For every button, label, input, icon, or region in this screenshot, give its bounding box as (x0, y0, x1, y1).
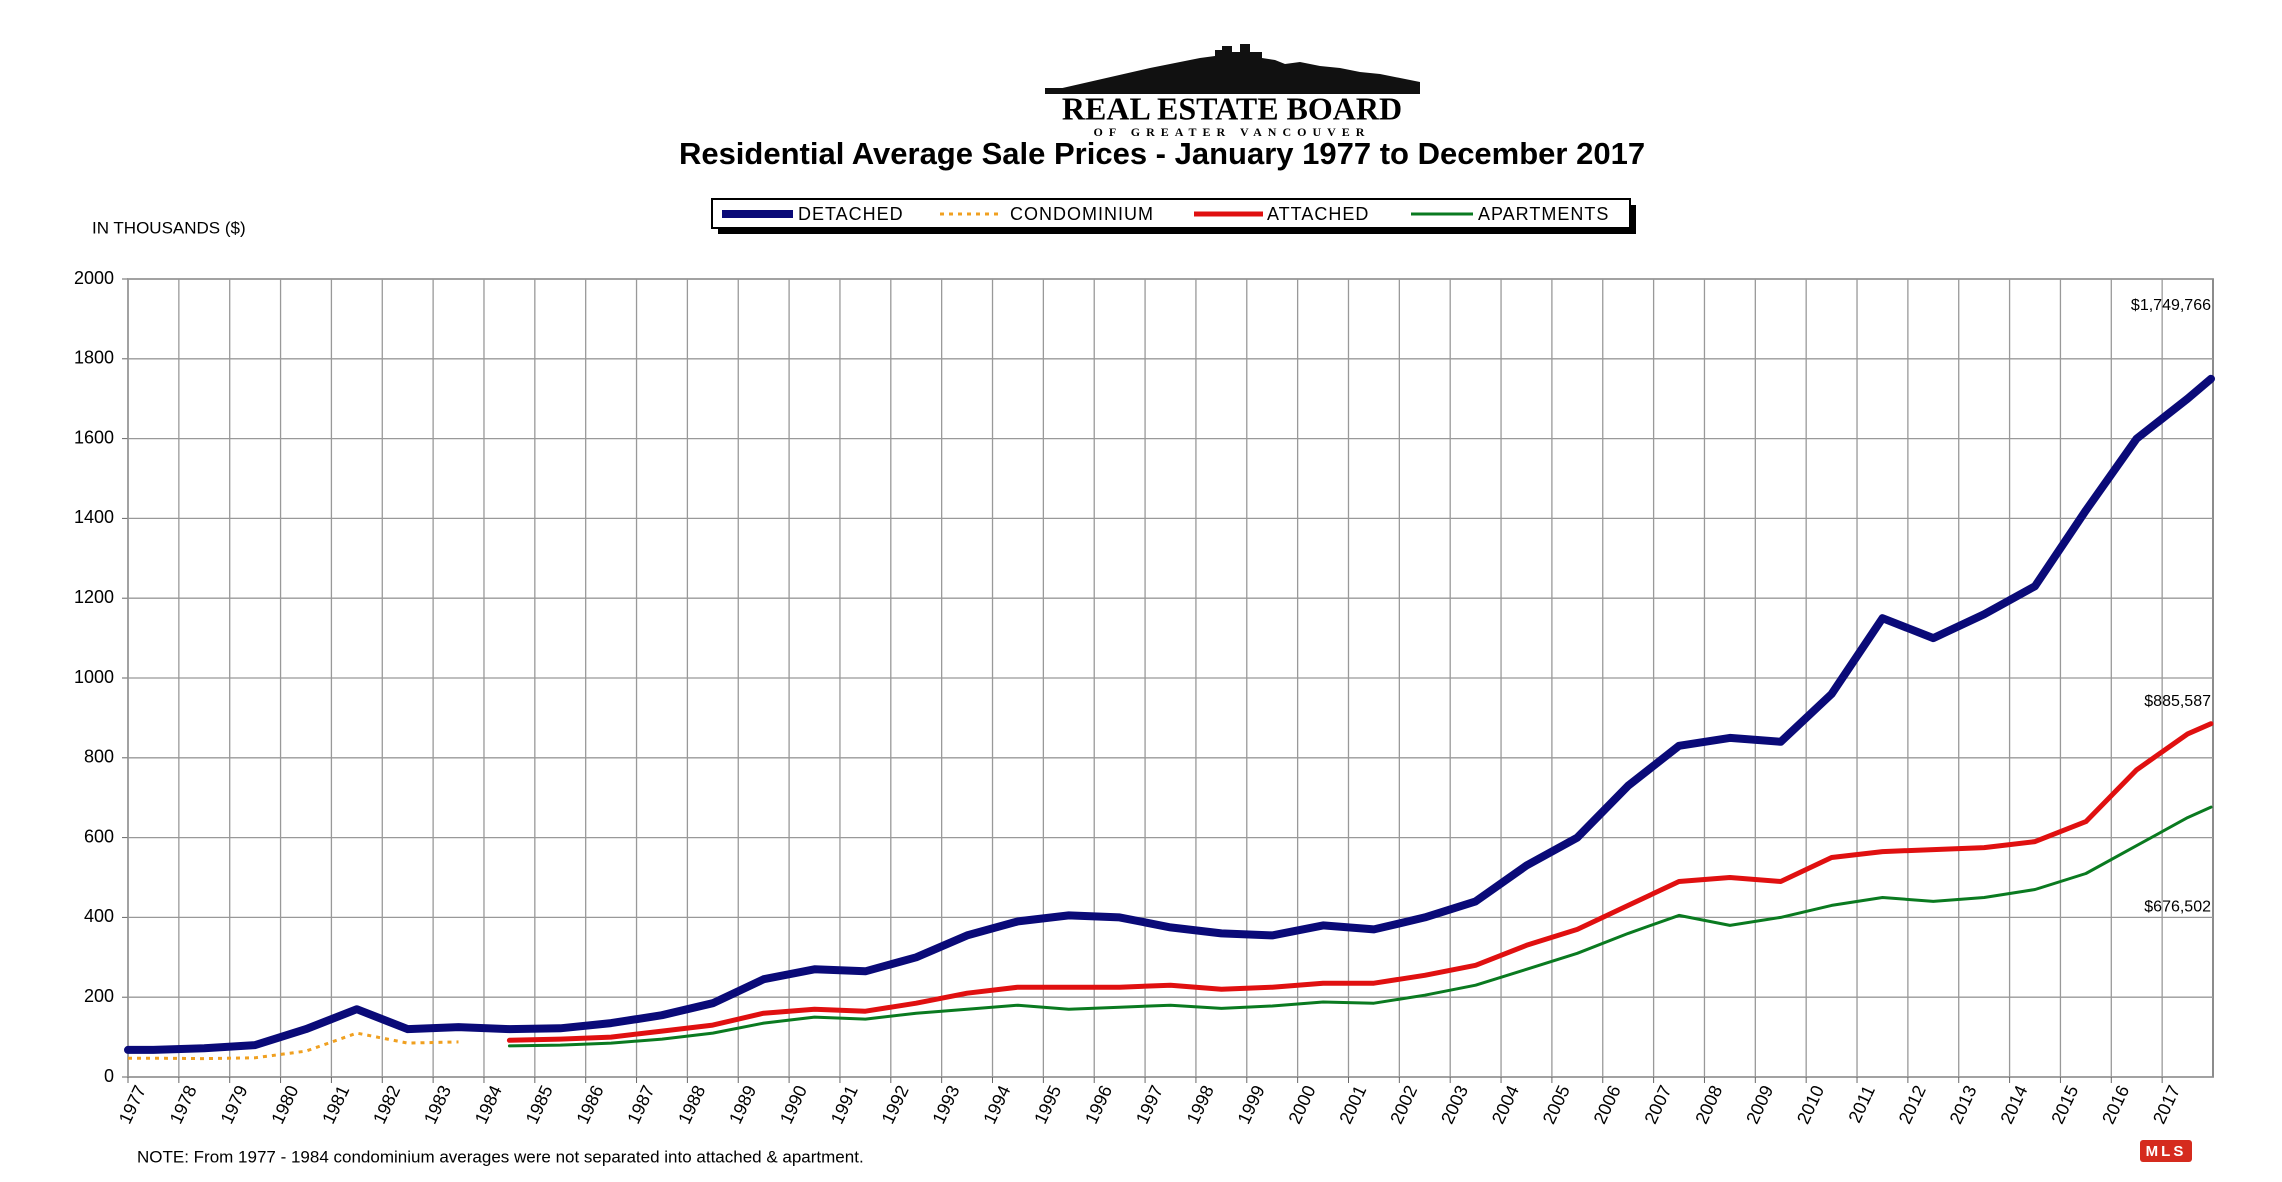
x-tick-label: 2014 (1996, 1082, 2031, 1127)
x-tick-label: 2013 (1946, 1082, 1981, 1127)
x-tick-label: 1984 (471, 1082, 506, 1127)
y-tick-label: 1000 (74, 667, 114, 687)
chart-title: Residential Average Sale Prices - Januar… (679, 136, 1645, 171)
x-tick-label: 1997 (1132, 1082, 1167, 1127)
legend-label: CONDOMINIUM (1010, 204, 1154, 224)
y-tick-label: 1600 (74, 427, 114, 447)
x-tick-label: 2011 (1844, 1082, 1878, 1126)
y-tick-label: 200 (84, 986, 114, 1006)
value-label: $885,587 (2144, 693, 2211, 710)
x-tick-label: 2016 (2098, 1082, 2133, 1127)
x-tick-label: 2006 (1590, 1082, 1625, 1127)
x-tick-label: 1982 (369, 1082, 404, 1127)
y-tick-label: 1400 (74, 507, 114, 527)
x-tick-label: 2017 (2149, 1082, 2184, 1127)
y-tick-label: 0 (104, 1066, 114, 1086)
x-tick-label: 2010 (1793, 1082, 1828, 1127)
value-label: $676,502 (2144, 898, 2211, 915)
x-tick-label: 1981 (318, 1082, 353, 1127)
x-tick-label: 2005 (1539, 1082, 1574, 1127)
series-line (506, 721, 2214, 1043)
x-tick-label: 2015 (2047, 1082, 2082, 1127)
series-line (507, 805, 2213, 1048)
logo: REAL ESTATE BOARD OF GREATER VANCOUVER (1045, 44, 1420, 139)
x-tick-label: 1986 (573, 1082, 608, 1127)
mls-text: MLS (2146, 1143, 2187, 1160)
x-tick-label: 2012 (1895, 1082, 1930, 1127)
x-tick-label: 1978 (166, 1082, 201, 1127)
x-tick-label: 1992 (878, 1082, 913, 1127)
logo-name: REAL ESTATE BOARD (1062, 90, 1402, 126)
x-tick-label: 1983 (420, 1082, 455, 1127)
x-tick-label: 2000 (1285, 1082, 1320, 1127)
y-tick-label: 1200 (74, 587, 114, 607)
y-tick-label: 400 (84, 906, 114, 926)
legend: DETACHED CONDOMINIUM ATTACHED APARTMENTS (711, 198, 1636, 234)
x-tick-label: 1985 (522, 1082, 557, 1127)
value-label: $1,749,766 (2131, 297, 2211, 314)
note: NOTE: From 1977 - 1984 condominium avera… (137, 1147, 864, 1166)
x-tick-label: 1995 (1030, 1082, 1065, 1127)
x-tick-label: 1979 (217, 1082, 252, 1127)
y-tick-label: 800 (84, 747, 114, 767)
logo-bar (1045, 88, 1420, 94)
x-tick-label: 1996 (1081, 1082, 1116, 1127)
x-tick-label: 1977 (115, 1082, 150, 1127)
legend-label: ATTACHED (1267, 204, 1369, 224)
x-tick-label: 1991 (827, 1082, 862, 1127)
y-tick-label: 2000 (74, 268, 114, 288)
x-tick-label: 1988 (674, 1082, 709, 1127)
x-tick-label: 2003 (1437, 1082, 1472, 1127)
x-tick-label: 2002 (1386, 1082, 1421, 1127)
x-tick-label: 1980 (267, 1082, 302, 1127)
legend-label: APARTMENTS (1478, 204, 1609, 224)
x-tick-label: 1990 (776, 1082, 811, 1127)
x-tick-label: 1987 (623, 1082, 658, 1127)
x-tick-label: 1998 (1183, 1082, 1218, 1127)
y-tick-label: 1800 (74, 348, 114, 368)
y-axis-label: IN THOUSANDS ($) (92, 218, 246, 237)
x-tick-label: 2007 (1640, 1082, 1675, 1127)
series-line (124, 374, 2215, 1054)
skyline (1045, 44, 1420, 92)
x-tick-label: 2008 (1691, 1082, 1726, 1127)
mls-badge (2140, 1140, 2192, 1162)
x-tick-label: 1999 (1234, 1082, 1269, 1127)
x-tick-label: 1994 (979, 1082, 1014, 1127)
x-tick-label: 1989 (725, 1082, 760, 1127)
y-tick-label: 600 (84, 826, 114, 846)
x-tick-label: 2001 (1335, 1082, 1370, 1127)
mls-logo: MLS (2140, 1140, 2192, 1162)
legend-label: DETACHED (798, 204, 904, 224)
x-tick-label: 2004 (1488, 1082, 1523, 1127)
legend-box (711, 198, 1631, 229)
x-tick-label: 1993 (929, 1082, 964, 1127)
x-tick-label: 2009 (1742, 1082, 1777, 1127)
logo-subname: OF GREATER VANCOUVER (1094, 125, 1371, 139)
